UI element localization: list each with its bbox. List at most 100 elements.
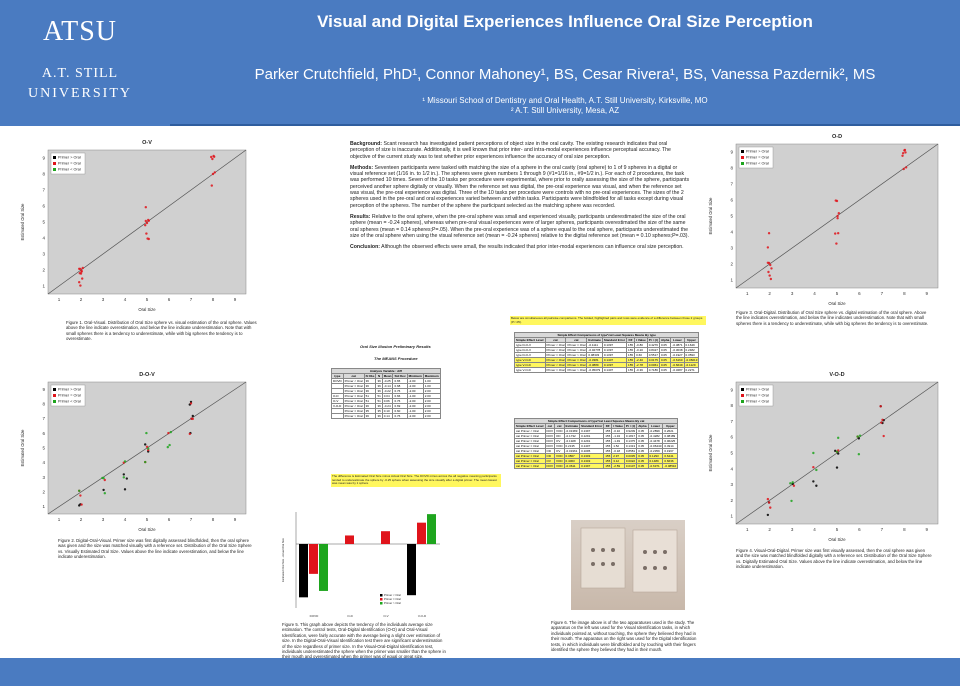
results-label: Results: [350,213,371,220]
data-point [837,436,840,440]
legend-swatch [741,400,744,403]
data-point [790,499,793,503]
data-point [145,431,148,435]
data-point [856,435,859,438]
table-cell: -0.05079 [586,367,603,373]
methods-paragraph: Methods: Seventeen participants were tas… [350,165,690,209]
table-cell: Primer < Oral [544,357,567,363]
chart-legend: Primer > Oral Primer = Oral Primer < Oral [738,384,774,407]
column-header: Std Dev [392,373,408,379]
x-axis-label: Oral Size [138,527,156,532]
y-tick-label: 4 [730,230,733,235]
fig6-caption: Figure 6. The image above is of the two … [551,620,697,653]
table-cell: Primer = Oral [342,393,365,399]
x-tick-label: 5 [146,297,149,302]
y-tick-label: 7 [730,182,733,187]
data-point [191,414,194,418]
table-cell: 155 [603,463,613,469]
data-point [80,270,83,273]
y-tick-label: 8 [42,172,45,177]
fig5-caption: Figure 5. This graph above depicts the t… [282,622,446,660]
affiliations: ¹ Missouri School of Dentistry and Oral … [180,96,950,116]
table-cell: -0.01389 [563,428,581,434]
column-header: Standard Error [579,423,605,429]
x-tick-label: 4 [124,297,127,302]
logo-sub1: A.T. STILL [41,66,119,81]
y-tick-label: 1 [42,284,45,289]
methods-text: Seventeen participants were tasked with … [350,164,690,209]
y-tick-label: 8 [730,403,733,408]
table-cell: VOD [554,458,565,464]
table-cell: 0.9209 [623,428,638,434]
data-point [812,466,815,469]
data-point [770,267,773,270]
data-point [837,212,840,215]
x-tick-label: 6 [858,291,861,296]
table-cell: VOD [554,463,565,469]
dov-scatter-chart: D-O-V 1 1 2 2 3 3 4 4 5 5 6 6 7 7 8 8 9 9 Oral Size Estimate… [20,372,247,532]
table-cell: Primer > Oral [342,413,365,419]
data-point [167,431,170,435]
author-list: Parker Crutchfield, PhD¹, Connor Mahoney… [254,66,876,83]
y-axis-label: Estimated Oral Size [20,203,25,241]
table-row: cat Primer < Oral DOV VOD -0.01389 0.1397 155… [514,428,679,434]
background-text: Scant research has investigated patient … [350,141,671,160]
table-cell: Primer = Oral [565,342,588,348]
column-header: N Obs [363,373,377,379]
legend-swatch [53,168,56,171]
background-label: Background: [350,141,382,147]
table-cell: Primer = Oral [342,383,365,389]
y-axis-label: Estimated Oral Size [708,197,713,235]
legend-box [50,384,86,407]
table-cell: Primer > Oral [565,352,588,358]
data-point [768,274,771,277]
table-cell: Primer = Oral [544,352,567,358]
y-axis-label: Estimated Oral Size [708,434,713,472]
column-header: Pr > |t| [646,337,661,343]
x-tick-label: 3 [791,527,794,532]
ov-scatter-chart: O-V 1 1 2 2 3 3 4 4 5 5 6 6 7 7 8 8 9 9 Oral Size Estimated … [20,140,247,312]
x-tick-label: 7 [881,527,884,532]
x-tick-label: 2 [768,527,771,532]
data-point [769,263,772,267]
y-tick-label: 6 [42,204,45,209]
x-tick-label: 5 [836,291,839,296]
x-tick-label: 3 [791,291,794,296]
data-point [147,447,150,450]
data-point [767,261,771,265]
bar [381,531,390,544]
x-tick-label: DOVD [310,614,320,618]
data-point [145,221,149,225]
table-cell: 155 [626,367,636,373]
x-tick-label: 6 [168,297,171,302]
data-point [901,152,905,155]
conclusion-text: Although the observed effects were small… [381,244,684,251]
legend-label: Primer > Oral [384,601,401,605]
data-point [103,478,107,482]
table-cell: 0.05 [658,367,672,373]
data-point [78,281,81,284]
apparatus-illustration [580,527,678,593]
data-point [767,270,770,274]
data-point [210,184,213,187]
y-axis-label: Estimated Oral Size [20,429,25,467]
y-tick-label: 1 [730,278,733,283]
data-point [80,503,83,506]
legend-swatch [380,594,383,597]
x-tick-label: 9 [234,297,237,302]
data-point [857,453,861,456]
y-tick-label: 6 [730,198,733,203]
data-point [791,481,794,484]
table-cell: Primer = Oral [342,408,365,414]
table-cell: Primer < Oral [544,362,567,368]
mean-difference-bar-chart: Estimated Oral Size - Actual Oral Size DO… [281,512,440,618]
data-point [212,154,215,158]
chart-legend: Primer > Oral Primer = Oral Primer < Oral [738,146,774,169]
legend-swatch [53,394,56,397]
table-cell: 0.05 [636,463,649,469]
y-tick-label: 5 [42,446,45,451]
data-point [836,214,839,218]
means-procedure-heading: The MEANS Procedure [374,356,418,361]
data-point [144,460,147,464]
data-point [79,494,82,497]
